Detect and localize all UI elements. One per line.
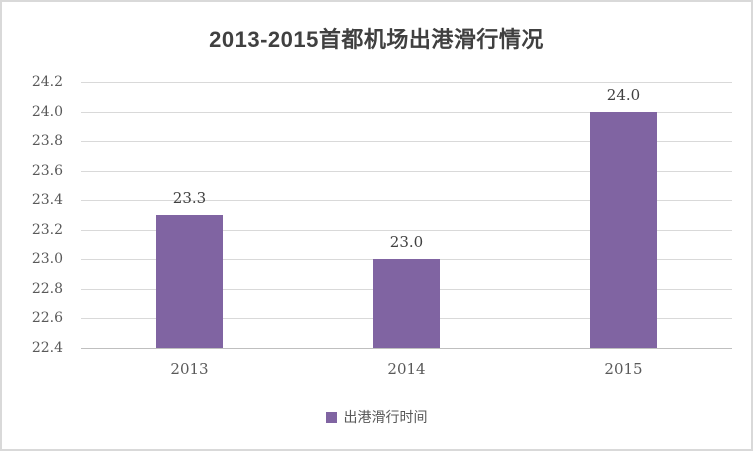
y-tick-label: 23.8 — [31, 133, 63, 150]
bar-value-label: 23.0 — [389, 233, 424, 252]
gridline — [81, 229, 732, 231]
x-tick-label: 2014 — [387, 360, 426, 378]
y-tick-label: 23.4 — [31, 192, 63, 209]
y-tick-label: 22.4 — [31, 340, 63, 356]
bar-value-label: 23.3 — [172, 189, 207, 207]
chart-title: 2013-2015首都机场出港滑行情况 — [209, 27, 544, 52]
gridline — [81, 111, 732, 113]
bar-2013 — [156, 215, 223, 348]
plot-area: 22.4 22.6 22.8 23.0 23.2 23.4 23.6 23.8 24.0 24.2… — [32, 75, 732, 378]
gridline — [81, 82, 732, 83]
gridline — [81, 200, 732, 202]
bar-2015 — [590, 111, 657, 348]
bar-value-label: 24.0 — [606, 85, 641, 104]
legend: 出港滑行时间 — [2, 407, 751, 427]
x-tick-label: 2013 — [170, 360, 209, 378]
y-tick-label: 22.8 — [31, 280, 63, 297]
x-tick-label: 2015 — [604, 360, 643, 378]
bar-2014 — [373, 259, 440, 348]
gridline — [81, 141, 732, 143]
y-tick-label: 23.6 — [31, 162, 63, 179]
legend-swatch-icon — [325, 411, 337, 423]
x-axis-line — [81, 348, 732, 349]
y-tick-label: 24.0 — [31, 103, 63, 120]
y-tick-label: 23.0 — [31, 251, 63, 268]
legend-label: 出港滑行时间 — [343, 410, 428, 426]
gridline — [81, 170, 732, 172]
y-tick-label: 22.6 — [31, 310, 63, 327]
y-tick-label: 23.2 — [31, 221, 63, 238]
y-tick-label: 24.2 — [31, 74, 63, 90]
